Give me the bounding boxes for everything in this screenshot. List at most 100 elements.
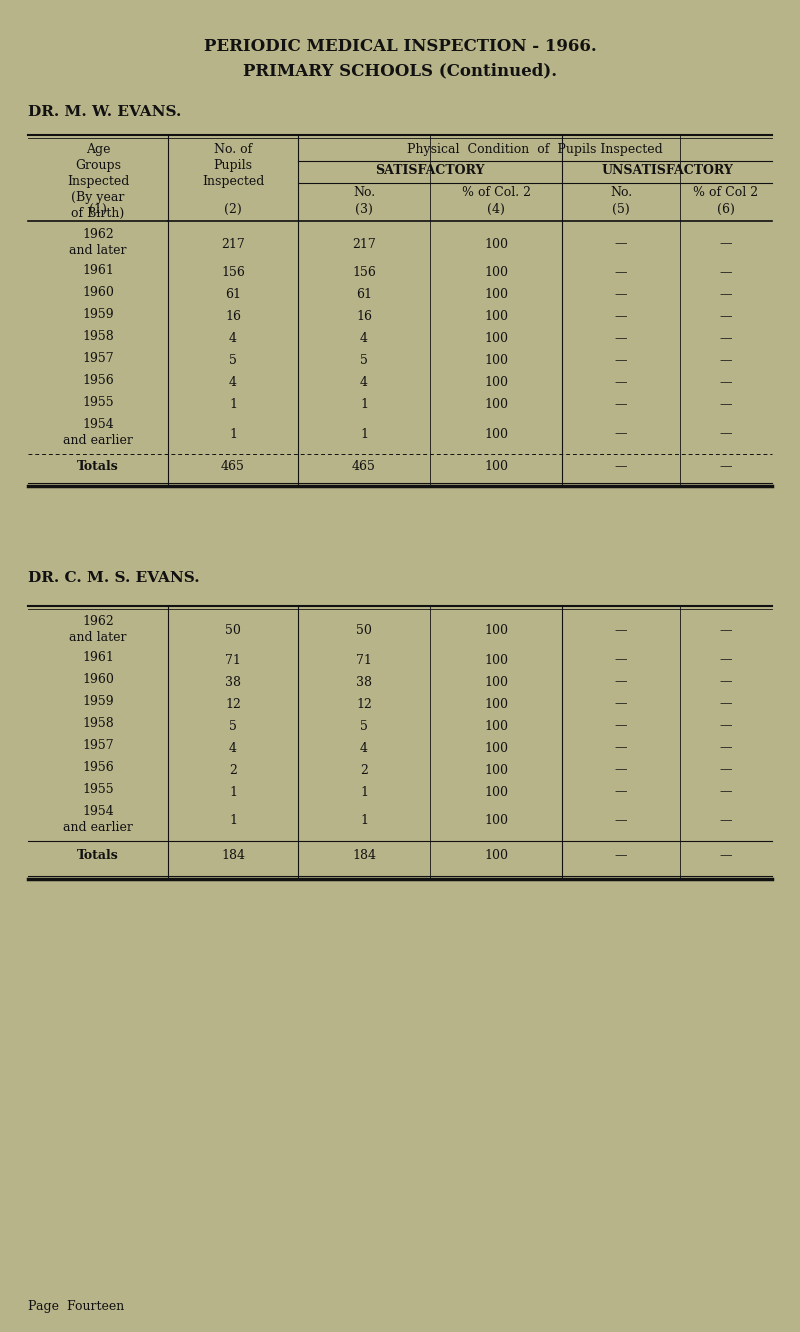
Text: Totals: Totals [77,460,119,473]
Text: 12: 12 [356,698,372,710]
Text: —: — [614,675,627,689]
Text: —: — [614,848,627,862]
Text: 1956: 1956 [82,761,114,774]
Text: —: — [614,289,627,301]
Text: SATISFACTORY: SATISFACTORY [375,164,485,177]
Text: 100: 100 [484,763,508,777]
Text: (5): (5) [612,202,630,216]
Text: —: — [720,354,732,368]
Text: DR. M. W. EVANS.: DR. M. W. EVANS. [28,105,182,119]
Text: —: — [720,763,732,777]
Text: —: — [614,460,627,473]
Text: (6): (6) [717,202,735,216]
Text: 100: 100 [484,310,508,324]
Text: 465: 465 [221,460,245,473]
Text: 5: 5 [229,719,237,733]
Text: (3): (3) [355,202,373,216]
Text: 100: 100 [484,814,508,827]
Text: —: — [614,742,627,754]
Text: Totals: Totals [77,848,119,862]
Text: —: — [614,719,627,733]
Text: 1959: 1959 [82,308,114,321]
Text: 5: 5 [360,354,368,368]
Text: 1961: 1961 [82,264,114,277]
Text: 1954
and earlier: 1954 and earlier [63,418,133,448]
Text: 465: 465 [352,460,376,473]
Text: 1958: 1958 [82,717,114,730]
Text: 100: 100 [484,654,508,666]
Text: 100: 100 [484,625,508,638]
Text: 184: 184 [352,848,376,862]
Text: 1: 1 [229,398,237,412]
Text: 4: 4 [229,333,237,345]
Text: 1959: 1959 [82,695,114,709]
Text: Physical  Condition  of  Pupils Inspected: Physical Condition of Pupils Inspected [407,143,663,156]
Text: —: — [720,698,732,710]
Text: —: — [614,354,627,368]
Text: 1957: 1957 [82,352,114,365]
Text: (4): (4) [487,202,505,216]
Text: 1: 1 [229,814,237,827]
Text: —: — [720,719,732,733]
Text: % of Col 2: % of Col 2 [694,186,758,198]
Text: —: — [720,310,732,324]
Text: 4: 4 [360,377,368,389]
Text: 2: 2 [229,763,237,777]
Text: —: — [614,398,627,412]
Text: (2): (2) [224,202,242,216]
Text: PRIMARY SCHOOLS (Continued).: PRIMARY SCHOOLS (Continued). [243,63,557,79]
Text: —: — [720,848,732,862]
Text: 100: 100 [484,675,508,689]
Text: No. of
Pupils
Inspected: No. of Pupils Inspected [202,143,264,188]
Text: 1: 1 [360,814,368,827]
Text: 217: 217 [221,237,245,250]
Text: 1954
and earlier: 1954 and earlier [63,805,133,834]
Text: 16: 16 [356,310,372,324]
Text: —: — [720,814,732,827]
Text: 4: 4 [360,742,368,754]
Text: 100: 100 [484,786,508,798]
Text: —: — [614,237,627,250]
Text: —: — [720,377,732,389]
Text: 1960: 1960 [82,673,114,686]
Text: 1955: 1955 [82,396,114,409]
Text: 1962
and later: 1962 and later [70,228,126,257]
Text: —: — [720,398,732,412]
Text: 1955: 1955 [82,783,114,797]
Text: 100: 100 [484,719,508,733]
Text: 1957: 1957 [82,739,114,753]
Text: 2: 2 [360,763,368,777]
Text: No.: No. [610,186,632,198]
Text: No.: No. [353,186,375,198]
Text: 156: 156 [352,266,376,280]
Text: 100: 100 [484,698,508,710]
Text: —: — [720,289,732,301]
Text: —: — [614,266,627,280]
Text: 217: 217 [352,237,376,250]
Text: 100: 100 [484,333,508,345]
Text: 100: 100 [484,460,508,473]
Text: 100: 100 [484,354,508,368]
Text: Age
Groups
Inspected
(By year
of Birth): Age Groups Inspected (By year of Birth) [67,143,129,220]
Text: 100: 100 [484,848,508,862]
Text: 156: 156 [221,266,245,280]
Text: PERIODIC MEDICAL INSPECTION - 1966.: PERIODIC MEDICAL INSPECTION - 1966. [204,39,596,55]
Text: 38: 38 [225,675,241,689]
Text: 184: 184 [221,848,245,862]
Text: —: — [720,742,732,754]
Text: 50: 50 [356,625,372,638]
Text: % of Col. 2: % of Col. 2 [462,186,530,198]
Text: —: — [720,266,732,280]
Text: 4: 4 [229,377,237,389]
Text: 1: 1 [229,428,237,441]
Text: —: — [614,625,627,638]
Text: —: — [614,377,627,389]
Text: 4: 4 [360,333,368,345]
Text: 1: 1 [360,428,368,441]
Text: —: — [720,237,732,250]
Text: (1): (1) [89,202,107,216]
Text: UNSATISFACTORY: UNSATISFACTORY [601,164,733,177]
Text: —: — [614,310,627,324]
Text: —: — [614,814,627,827]
Text: —: — [614,786,627,798]
